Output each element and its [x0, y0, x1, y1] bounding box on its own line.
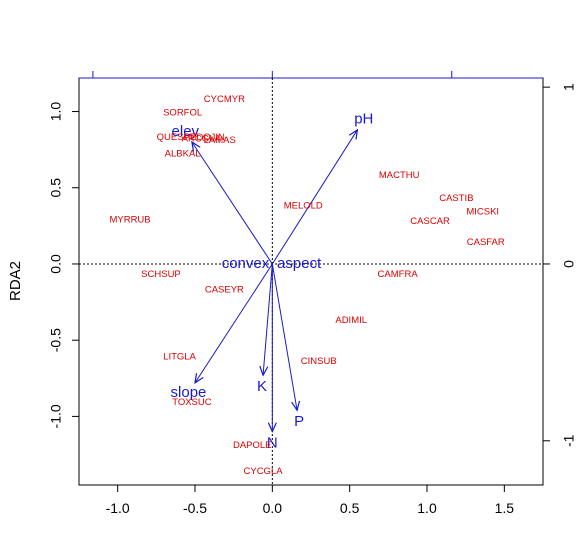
species-label-micski: MICSKI	[466, 207, 499, 218]
plot-frame	[78, 77, 544, 486]
y-tick-label: 1.0	[48, 102, 64, 122]
vector-label-k: K	[257, 378, 267, 395]
species-label-casfar: CASFAR	[467, 237, 505, 248]
species-label-castib: CASTIB	[439, 193, 473, 204]
right-tick-label: 1	[561, 83, 577, 91]
species-label-litgla: LITGLA	[163, 351, 196, 362]
vector-arrow-k	[263, 263, 273, 375]
x-tick-label: 1.5	[495, 500, 515, 516]
y-tick-label: 0.5	[48, 178, 64, 198]
top-axis	[92, 71, 453, 78]
species-label-caseyr: CASEYR	[205, 284, 244, 295]
x-axis: -1.0 -0.5 0.0 0.5 1.0 1.5	[106, 485, 515, 516]
species-label-lamas: LAMAS	[204, 135, 236, 146]
right-tick-label: -1	[561, 434, 577, 447]
vector-label-convex: convex	[222, 255, 270, 272]
y-tick-label: -1.0	[48, 404, 64, 428]
x-tick-label: 1.0	[417, 500, 437, 516]
y-axis: 1.0 0.5 0.0 -0.5 -1.0	[48, 102, 79, 428]
y-tick-label: 0.0	[48, 254, 64, 274]
vector-arrow-slope	[195, 263, 273, 383]
vector-arrow-p	[271, 263, 297, 410]
vector-label-n: N	[267, 435, 278, 452]
x-tick-label: 0.5	[340, 500, 360, 516]
species-label-albkal: ALBKAL	[165, 149, 201, 160]
species-label-pedojin: PEDOJIN	[184, 132, 225, 143]
vector-label-slope: slope	[171, 384, 207, 401]
vector-arrow-elev	[192, 142, 273, 265]
species-label-schsup: SCHSUP	[141, 269, 181, 280]
right-axis: 1 0 -1	[543, 83, 577, 447]
species-label-arcgla: ARCGLA	[182, 133, 222, 144]
vector-arrow-ph	[271, 130, 357, 265]
species-label-camfra: CAMFRA	[378, 269, 419, 280]
right-tick-label: 0	[561, 260, 577, 268]
species-label-toxsuc: TOXSUC	[172, 397, 212, 408]
species-label-quespp: QUESPP	[157, 132, 197, 143]
vector-label-p: P	[294, 413, 304, 430]
environmental-vectors: pH elev convex aspect slope K NP	[171, 111, 374, 452]
vector-label-elev: elev	[172, 123, 200, 140]
y-axis-title: RDA2	[7, 261, 24, 301]
species-label-myrrub: MYRRUB	[109, 214, 150, 225]
species-label-cinsub: CINSUB	[301, 356, 337, 367]
vector-label-ph: pH	[354, 111, 373, 128]
x-tick-label: 0.0	[263, 500, 283, 516]
species-label-cycmyr: CYCMYR	[204, 94, 245, 105]
vector-label-aspect: aspect	[277, 255, 322, 272]
x-tick-label: -1.0	[106, 500, 130, 516]
species-label-melold: MELOLD	[284, 201, 323, 212]
x-tick-label: -0.5	[183, 500, 207, 516]
reference-lines	[79, 78, 543, 485]
species-label-cycgla: CYCGLA	[244, 466, 284, 477]
species-label-sorfol: SORFOL	[163, 108, 202, 119]
y-tick-label: -0.5	[48, 328, 64, 352]
species-label-cascar: CASCAR	[410, 216, 450, 227]
species-label-dapole: DAPOLE	[233, 440, 272, 451]
species-label-adimil: ADIMIL	[335, 315, 367, 326]
species-label-macthu: MACTHU	[379, 170, 420, 181]
